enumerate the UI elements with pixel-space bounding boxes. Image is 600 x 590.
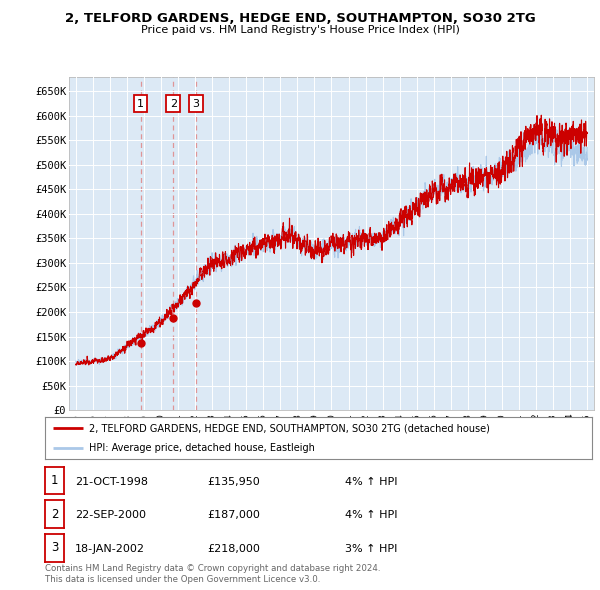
Text: 3: 3 xyxy=(51,542,58,555)
Text: 4% ↑ HPI: 4% ↑ HPI xyxy=(345,510,398,520)
Text: This data is licensed under the Open Government Licence v3.0.: This data is licensed under the Open Gov… xyxy=(45,575,320,584)
Text: 21-OCT-1998: 21-OCT-1998 xyxy=(75,477,148,487)
Text: Price paid vs. HM Land Registry's House Price Index (HPI): Price paid vs. HM Land Registry's House … xyxy=(140,25,460,35)
Text: 2, TELFORD GARDENS, HEDGE END, SOUTHAMPTON, SO30 2TG (detached house): 2, TELFORD GARDENS, HEDGE END, SOUTHAMPT… xyxy=(89,424,490,434)
Text: 3: 3 xyxy=(193,99,199,109)
Text: 4% ↑ HPI: 4% ↑ HPI xyxy=(345,477,398,487)
Text: 2: 2 xyxy=(170,99,177,109)
Text: 22-SEP-2000: 22-SEP-2000 xyxy=(75,510,146,520)
Text: 3% ↑ HPI: 3% ↑ HPI xyxy=(345,544,397,554)
Text: £218,000: £218,000 xyxy=(207,544,260,554)
Text: £135,950: £135,950 xyxy=(207,477,260,487)
Text: 1: 1 xyxy=(51,474,58,487)
Text: Contains HM Land Registry data © Crown copyright and database right 2024.: Contains HM Land Registry data © Crown c… xyxy=(45,565,380,573)
Text: 2: 2 xyxy=(51,508,58,521)
Text: 2, TELFORD GARDENS, HEDGE END, SOUTHAMPTON, SO30 2TG: 2, TELFORD GARDENS, HEDGE END, SOUTHAMPT… xyxy=(65,12,535,25)
Text: 1: 1 xyxy=(137,99,144,109)
Text: £187,000: £187,000 xyxy=(207,510,260,520)
Text: HPI: Average price, detached house, Eastleigh: HPI: Average price, detached house, East… xyxy=(89,443,314,453)
Text: 18-JAN-2002: 18-JAN-2002 xyxy=(75,544,145,554)
